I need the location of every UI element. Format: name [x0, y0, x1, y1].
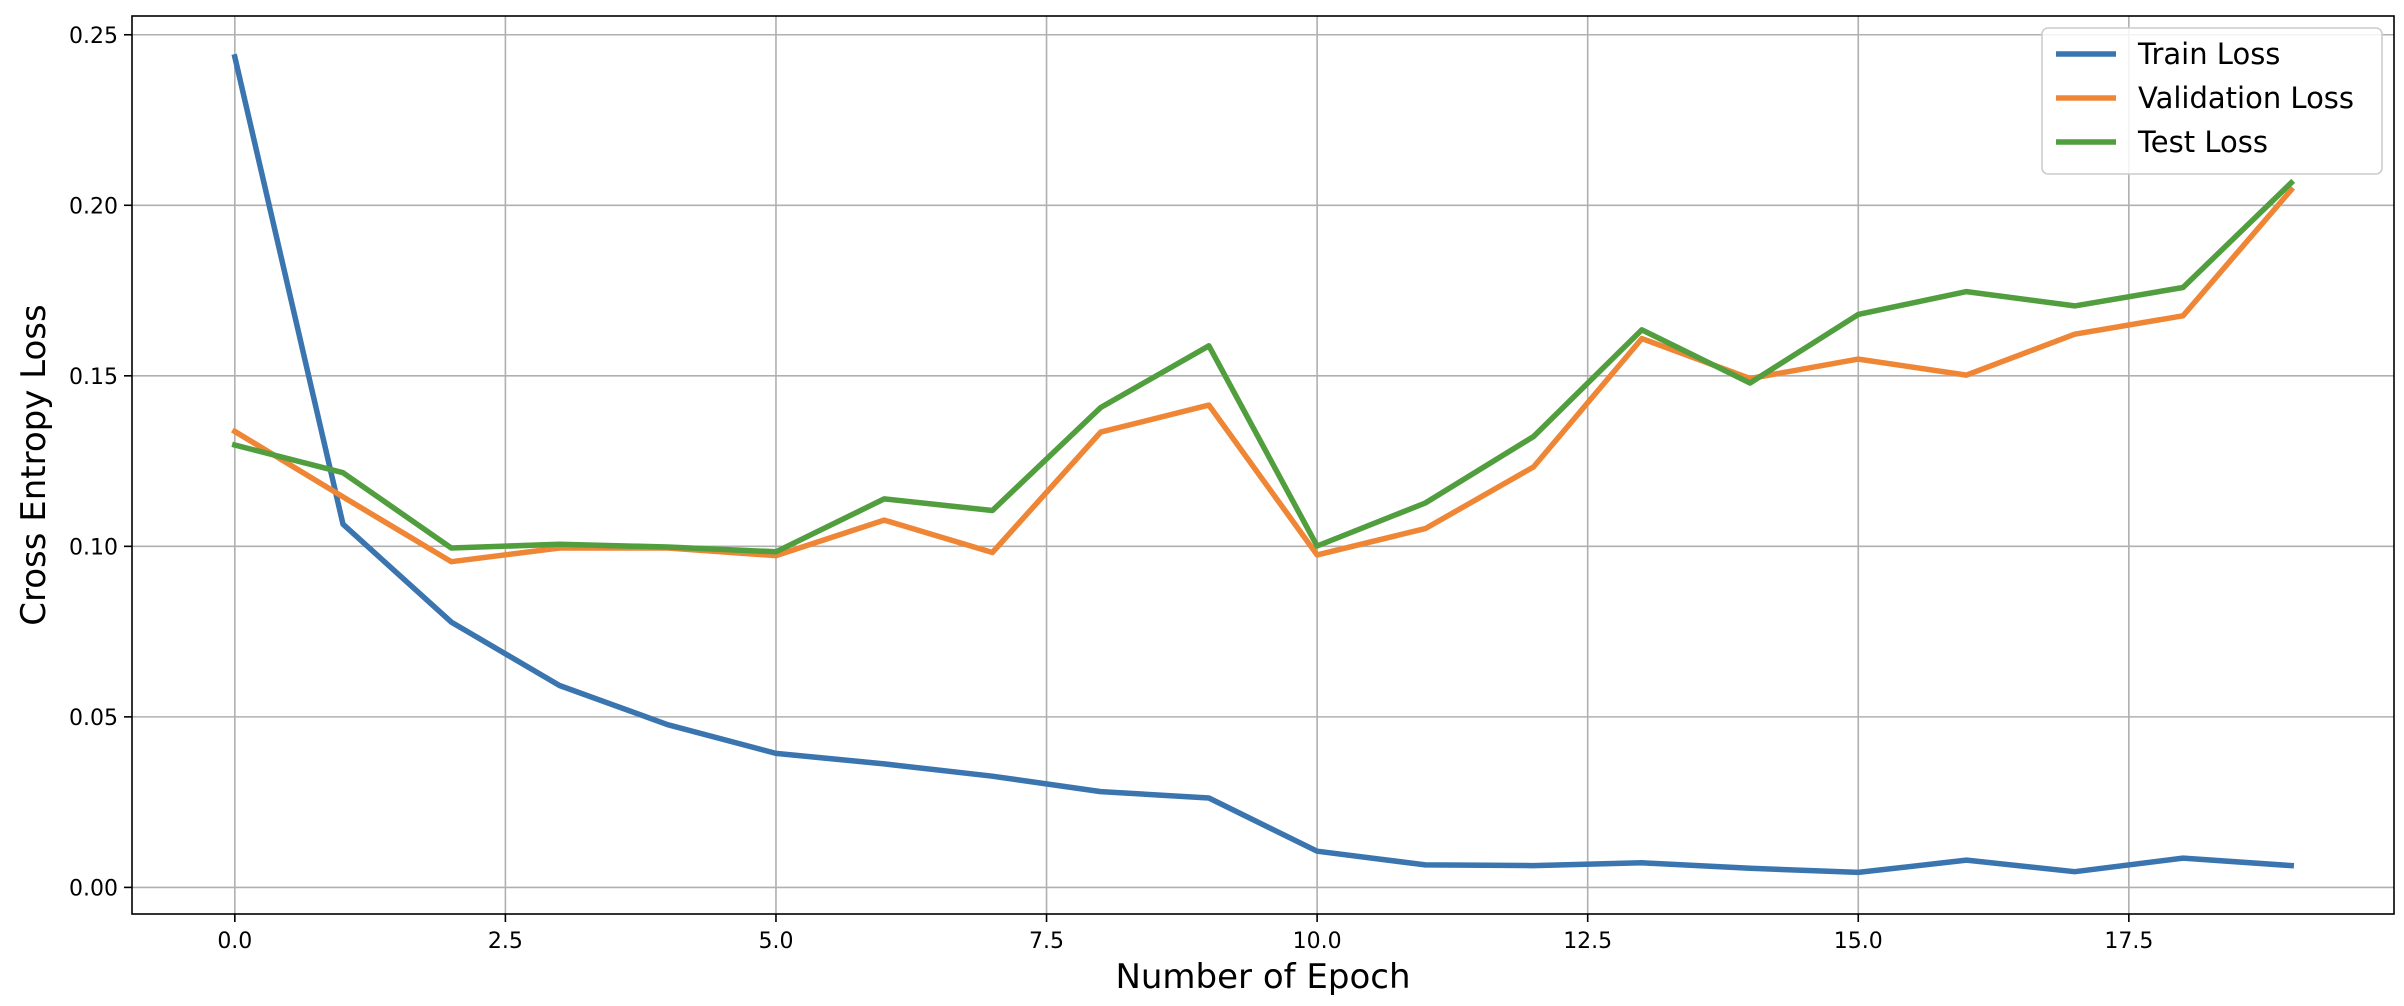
y-axis-label: Cross Entropy Loss	[14, 304, 54, 626]
x-tick-label: 15.0	[1834, 929, 1883, 954]
y-tick-label: 0.05	[69, 706, 118, 731]
train-loss-line	[231, 53, 2295, 876]
x-tick-label: 0.0	[217, 929, 252, 954]
y-tick-label: 0.15	[69, 365, 118, 390]
x-tick-label: 5.0	[758, 929, 793, 954]
validation-loss-line	[231, 186, 2296, 565]
y-tick-label: 0.20	[69, 194, 118, 219]
legend: Train Loss Validation Loss Test Loss	[2041, 27, 2383, 175]
x-tick-label: 12.5	[1563, 929, 1612, 954]
x-tick-label: 2.5	[488, 929, 523, 954]
y-tick-label: 0.00	[69, 876, 118, 901]
y-tick-label: 0.10	[69, 535, 118, 560]
series-lines	[231, 53, 2296, 876]
x-tick-label: 17.5	[2104, 929, 2153, 954]
y-tick-label: 0.25	[69, 24, 118, 49]
x-tick-label: 7.5	[1029, 929, 1064, 954]
legend-label-validation-loss: Validation Loss	[2138, 81, 2354, 115]
plot-frame	[131, 15, 2395, 915]
x-tick-label: 10.0	[1293, 929, 1342, 954]
test-loss-line	[231, 178, 2296, 555]
axis-ticks: 0.0 2.5 5.0 7.5 10.0 12.5 15.0 17.5 0.00 0.05 0.10…	[69, 24, 2153, 954]
x-axis-label: Number of Epoch	[1115, 957, 1410, 997]
legend-label-test-loss: Test Loss	[2137, 125, 2268, 159]
legend-label-train-loss: Train Loss	[2137, 37, 2280, 71]
legend-box	[2041, 27, 2383, 175]
